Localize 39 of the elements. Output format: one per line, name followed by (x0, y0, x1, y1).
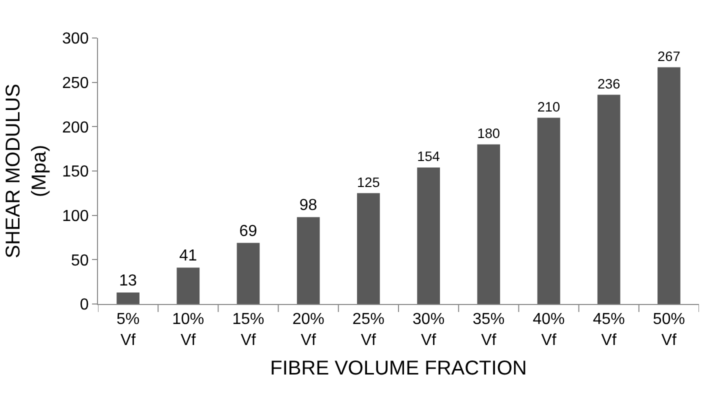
data-label: 180 (477, 126, 500, 141)
y-tick-label: 0 (80, 296, 89, 314)
y-tick-label: 200 (62, 119, 89, 136)
data-label: 154 (417, 149, 440, 164)
x-axis-title: FIBRE VOLUME FRACTION (270, 358, 527, 380)
bar (658, 67, 680, 304)
x-tick-label: 20% Vf (292, 311, 324, 349)
y-axis-title: SHEAR MODULUS (Mpa) (2, 84, 51, 258)
bar (597, 94, 620, 304)
y-tick-label: 100 (62, 208, 89, 225)
x-tick-label: 40% Vf (532, 311, 565, 349)
bar (417, 167, 440, 304)
data-label: 69 (239, 222, 258, 240)
x-tick-label: 45% Vf (592, 311, 625, 349)
x-tick-label: 30% Vf (412, 311, 445, 349)
data-label: 98 (299, 197, 318, 214)
bar (176, 268, 200, 304)
y-tick-label: 150 (62, 164, 89, 181)
x-tick-label: 50% Vf (652, 311, 685, 349)
bar (477, 144, 500, 304)
y-tick-label: 250 (62, 74, 89, 92)
bar (537, 118, 560, 304)
data-label: 267 (658, 48, 680, 64)
y-tick-label: 300 (62, 30, 89, 48)
bar (357, 193, 380, 304)
data-label: 236 (597, 76, 620, 92)
x-tick-label: 10% Vf (172, 311, 204, 349)
x-tick-label: 5% Vf (116, 311, 140, 349)
x-tick-label: 15% Vf (232, 311, 264, 349)
bar (116, 292, 140, 304)
x-tick-label: 25% Vf (352, 311, 384, 349)
data-label: 13 (119, 272, 137, 290)
bar (296, 217, 320, 304)
data-label: 210 (537, 99, 560, 114)
bar (236, 242, 260, 304)
data-label: 125 (357, 174, 380, 190)
data-label: 41 (179, 248, 198, 265)
x-tick-label: 35% Vf (472, 311, 505, 349)
y-tick-label: 50 (71, 252, 89, 270)
